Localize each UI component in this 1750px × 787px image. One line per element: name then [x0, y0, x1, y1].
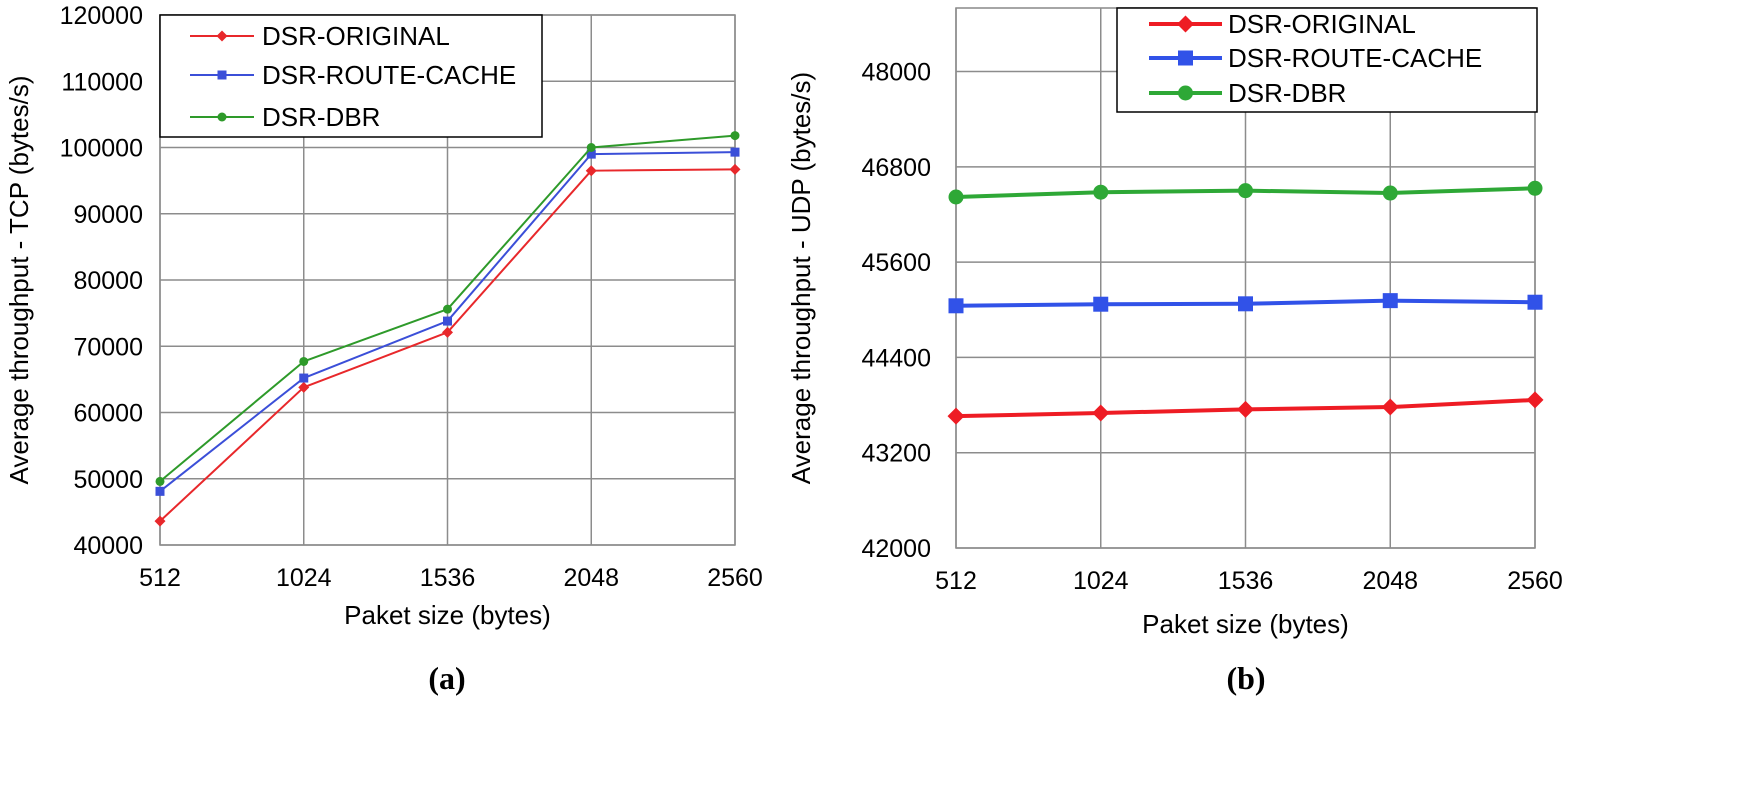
data-point-dsr-route-cache — [1382, 293, 1398, 309]
data-point-dsr-original — [585, 165, 597, 177]
x-tick-label: 2560 — [1507, 567, 1563, 595]
x-tick-label: 2560 — [707, 564, 763, 592]
data-point-dsr-dbr — [1527, 180, 1543, 196]
y-tick-label: 110000 — [61, 68, 143, 96]
chart-b-throughput-udp: 42000 43200 44400 45600 46800 48000 512 1024 153… — [786, 7, 1563, 696]
y-tick-label: 48000 — [861, 59, 931, 87]
y-axis-title: Average throughput - TCP (bytes/s) — [4, 76, 34, 485]
subfigure-caption: (b) — [1226, 660, 1265, 696]
legend-marker-dsr-original — [216, 30, 228, 42]
y-tick-label: 46800 — [861, 154, 931, 182]
chart-a-throughput-tcp: 40000 50000 60000 70000 80000 90000 100000 1100… — [4, 2, 763, 696]
data-point-dsr-original — [1526, 391, 1544, 409]
y-tick-label: 45600 — [861, 249, 931, 277]
data-point-dsr-route-cache — [586, 149, 596, 159]
data-point-dsr-original — [1092, 404, 1110, 422]
legend-label-dsr-route-cache: DSR-ROUTE-CACHE — [262, 60, 516, 90]
x-tick-label: 2048 — [1362, 567, 1418, 595]
data-point-dsr-dbr — [1238, 183, 1253, 199]
y-tick-label: 70000 — [73, 333, 143, 361]
data-point-dsr-original — [1237, 400, 1254, 418]
data-point-dsr-original — [1381, 398, 1399, 416]
data-point-dsr-dbr — [1382, 185, 1398, 201]
legend-label-dsr-original: DSR-ORIGINAL — [1228, 9, 1416, 39]
data-point-dsr-dbr — [586, 143, 596, 152]
data-point-dsr-route-cache — [155, 486, 165, 496]
legend-marker-dsr-dbr — [217, 112, 227, 122]
y-tick-label: 100000 — [60, 135, 143, 163]
data-point-dsr-dbr — [1093, 184, 1109, 200]
x-tick-label: 2048 — [563, 564, 619, 592]
y-tick-label: 44400 — [861, 344, 931, 372]
data-point-dsr-route-cache — [730, 147, 740, 157]
data-point-dsr-original — [947, 407, 965, 425]
data-point-dsr-dbr — [299, 356, 309, 366]
x-tick-label: 1536 — [420, 564, 476, 592]
data-point-dsr-route-cache — [948, 298, 964, 314]
data-point-dsr-route-cache — [299, 373, 309, 383]
legend-label-dsr-dbr: DSR-DBR — [1228, 78, 1346, 108]
x-tick-label: 1024 — [276, 564, 332, 592]
data-point-dsr-route-cache — [443, 316, 452, 326]
legend-label-dsr-dbr: DSR-DBR — [262, 102, 380, 132]
x-axis-title: Paket size (bytes) — [1142, 609, 1349, 639]
x-axis-title: Paket size (bytes) — [344, 600, 551, 630]
data-point-dsr-route-cache — [1527, 294, 1543, 310]
subfigure-caption: (a) — [428, 660, 465, 696]
legend-marker-dsr-route-cache — [217, 70, 227, 80]
legend-marker-dsr-dbr — [1178, 85, 1193, 101]
y-tick-label: 80000 — [73, 267, 143, 295]
data-point-dsr-dbr — [443, 304, 452, 314]
y-tick-label: 50000 — [73, 466, 143, 494]
legend-marker-dsr-route-cache — [1178, 50, 1193, 66]
data-point-dsr-route-cache — [1238, 296, 1253, 312]
x-tick-label: 512 — [139, 564, 181, 592]
data-point-dsr-dbr — [948, 189, 964, 205]
data-point-dsr-original — [442, 326, 453, 338]
y-tick-label: 43200 — [861, 440, 931, 468]
y-tick-label: 40000 — [73, 532, 143, 560]
data-point-dsr-route-cache — [1093, 296, 1109, 312]
data-point-dsr-original — [729, 163, 741, 175]
x-tick-label: 1024 — [1073, 567, 1129, 595]
y-tick-label: 42000 — [861, 535, 931, 563]
y-axis-title: Average throughput - UDP (bytes/s) — [786, 72, 816, 484]
legend-label-dsr-route-cache: DSR-ROUTE-CACHE — [1228, 43, 1482, 73]
x-tick-label: 1536 — [1218, 567, 1274, 595]
legend-marker-dsr-original — [1177, 15, 1194, 33]
data-point-dsr-original — [154, 515, 166, 527]
y-tick-label: 120000 — [60, 2, 143, 30]
legend-label-dsr-original: DSR-ORIGINAL — [262, 21, 450, 51]
data-point-dsr-original — [298, 381, 310, 393]
data-point-dsr-dbr — [155, 476, 165, 486]
y-tick-label: 90000 — [73, 201, 143, 229]
data-point-dsr-dbr — [730, 131, 740, 141]
x-tick-label: 512 — [935, 567, 977, 595]
y-tick-label: 60000 — [73, 400, 143, 428]
